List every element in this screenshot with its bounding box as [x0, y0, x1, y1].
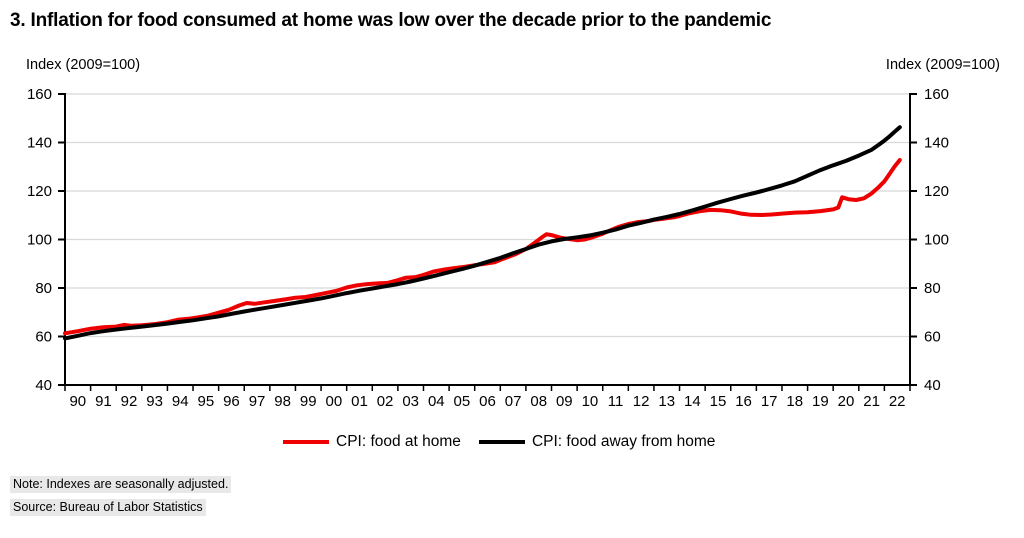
svg-text:19: 19: [812, 393, 829, 410]
svg-text:80: 80: [35, 280, 52, 297]
svg-text:10: 10: [582, 393, 599, 410]
svg-text:40: 40: [35, 377, 52, 394]
svg-text:11: 11: [608, 393, 624, 410]
svg-text:92: 92: [121, 393, 138, 410]
source-text: Source: Bureau of Labor Statistics: [10, 499, 206, 516]
svg-text:05: 05: [454, 393, 471, 410]
legend-item-food-away-from-home: CPI: food away from home: [478, 433, 716, 451]
svg-text:99: 99: [300, 393, 317, 410]
chart-title: 3. Inflation for food consumed at home w…: [10, 10, 772, 31]
legend-item-food-at-home: CPI: food at home: [283, 433, 461, 451]
svg-text:120: 120: [924, 183, 949, 200]
legend-label-food-at-home: CPI: food at home: [336, 433, 461, 450]
svg-text:07: 07: [505, 393, 522, 410]
svg-text:93: 93: [146, 393, 163, 410]
svg-text:100: 100: [924, 232, 949, 249]
left-axis-title: Index (2009=100): [26, 57, 141, 73]
svg-text:21: 21: [863, 393, 880, 410]
svg-text:98: 98: [274, 393, 291, 410]
svg-text:140: 140: [924, 135, 949, 152]
svg-text:90: 90: [69, 393, 86, 410]
svg-text:40: 40: [924, 377, 941, 394]
legend-label-food-away-from-home: CPI: food away from home: [531, 433, 716, 450]
svg-text:12: 12: [633, 393, 650, 410]
svg-text:04: 04: [428, 393, 445, 410]
svg-text:06: 06: [479, 393, 496, 410]
svg-text:15: 15: [710, 393, 727, 410]
svg-text:100: 100: [27, 232, 52, 249]
svg-text:60: 60: [35, 329, 52, 346]
svg-text:95: 95: [197, 393, 214, 410]
svg-text:18: 18: [786, 393, 803, 410]
red-line-swatch: [283, 440, 329, 444]
svg-text:140: 140: [27, 135, 52, 152]
svg-text:01: 01: [351, 393, 368, 410]
svg-text:03: 03: [402, 393, 419, 410]
svg-text:13: 13: [658, 393, 675, 410]
note-text: Note: Indexes are seasonally adjusted.: [10, 476, 232, 493]
svg-text:94: 94: [172, 393, 189, 410]
svg-text:91: 91: [95, 393, 112, 410]
svg-text:16: 16: [735, 393, 752, 410]
legend: CPI: food at home CPI: food away from ho…: [283, 433, 715, 451]
svg-text:08: 08: [530, 393, 547, 410]
black-line-swatch: [478, 440, 525, 444]
svg-text:20: 20: [838, 393, 855, 410]
svg-text:160: 160: [924, 86, 949, 103]
svg-text:14: 14: [684, 393, 701, 410]
svg-text:96: 96: [223, 393, 240, 410]
right-axis-title: Index (2009=100): [885, 57, 1000, 73]
svg-text:80: 80: [924, 280, 941, 297]
svg-text:09: 09: [556, 393, 573, 410]
svg-text:120: 120: [27, 183, 52, 200]
svg-text:02: 02: [377, 393, 394, 410]
svg-text:22: 22: [889, 393, 906, 410]
svg-text:17: 17: [761, 393, 778, 410]
svg-text:00: 00: [326, 393, 343, 410]
svg-text:60: 60: [924, 329, 941, 346]
svg-text:97: 97: [249, 393, 266, 410]
svg-text:160: 160: [27, 86, 52, 103]
